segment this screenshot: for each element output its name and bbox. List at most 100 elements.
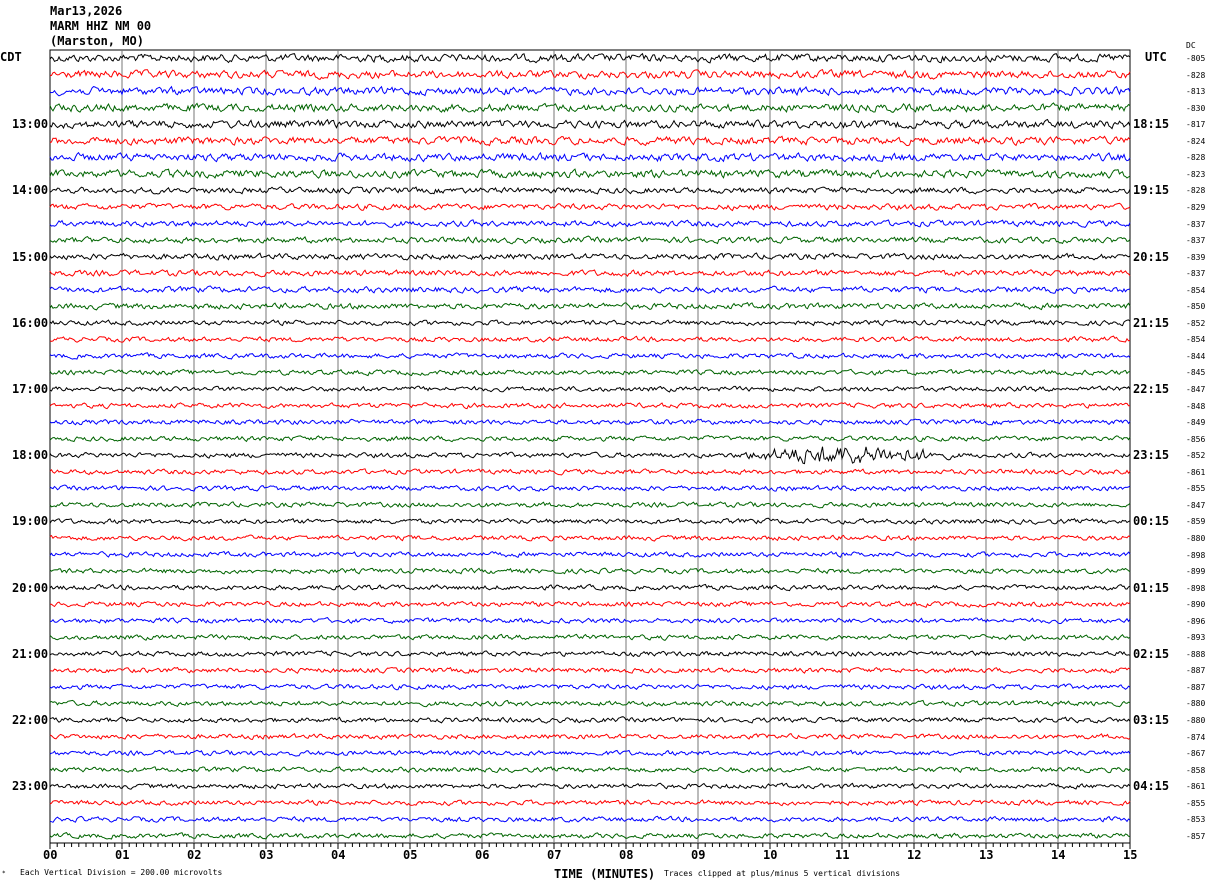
- seismic-trace: [49, 815, 1131, 823]
- seismic-trace: [49, 534, 1131, 542]
- seismic-trace: [49, 102, 1131, 114]
- seismic-trace: [49, 168, 1131, 179]
- dc-offset-label: -805: [1186, 54, 1206, 63]
- seismic-trace: [49, 468, 1131, 476]
- x-tick-label: 13: [979, 848, 994, 862]
- seismic-trace: [49, 285, 1131, 294]
- seismic-trace: [49, 600, 1131, 608]
- x-axis-label: TIME (MINUTES): [554, 867, 656, 881]
- seismic-trace: [49, 151, 1131, 163]
- x-tick-label: 04: [331, 848, 346, 862]
- x-tick-label: 07: [547, 848, 562, 862]
- clip-note: Traces clipped at plus/minus 5 vertical …: [664, 869, 901, 878]
- seismic-trace: [49, 135, 1131, 147]
- seismic-trace: [49, 446, 1131, 465]
- dc-offset-label: -844: [1186, 351, 1206, 361]
- dc-offset-label: -887: [1186, 666, 1206, 676]
- seismic-trace: [49, 85, 1131, 97]
- utc-hour-label: 00:15: [1133, 514, 1170, 529]
- cdt-hour-label: 18:00: [12, 448, 49, 463]
- scale-note: Each Vertical Division = 200.00 microvol…: [20, 868, 223, 877]
- seismic-trace: [49, 832, 1131, 840]
- dc-offset-label: -861: [1186, 782, 1206, 792]
- dc-offset-label: -880: [1186, 716, 1206, 725]
- x-tick-label: 09: [691, 848, 706, 862]
- cdt-hour-label: 17:00: [12, 382, 49, 396]
- seismic-trace: [49, 252, 1131, 261]
- cdt-hour-label: 14:00: [12, 183, 49, 198]
- seismic-trace: [49, 435, 1131, 443]
- utc-hour-label: 21:15: [1133, 315, 1170, 330]
- seismic-trace: [49, 319, 1131, 327]
- x-tick-label: 03: [259, 848, 274, 862]
- dc-offset-label: -893: [1186, 633, 1206, 643]
- x-tick-label: 15: [1123, 848, 1138, 862]
- dc-offset-label: -874: [1186, 732, 1206, 742]
- dc-offset-label: -837: [1186, 219, 1206, 229]
- dc-offset-label: -857: [1186, 831, 1206, 841]
- dc-offset-label: -896: [1186, 616, 1206, 626]
- cdt-hour-label: 22:00: [12, 713, 49, 727]
- seismic-trace: [49, 52, 1131, 64]
- station-id: MARM HHZ NM 00: [50, 19, 152, 33]
- seismic-trace: [49, 699, 1131, 708]
- seismic-trace: [49, 766, 1131, 774]
- utc-hour-label: 18:15: [1133, 117, 1170, 132]
- utc-hour-label: 19:15: [1133, 183, 1170, 198]
- cdt-hour-label: 19:00: [12, 514, 49, 529]
- plot-date: Mar13,2026: [50, 4, 123, 18]
- x-tick-label: 00: [43, 848, 58, 862]
- seismic-trace: [49, 68, 1131, 80]
- dc-offset-label: -829: [1186, 202, 1206, 212]
- cdt-hour-label: 13:00: [12, 117, 49, 132]
- utc-hour-label: 01:15: [1133, 580, 1170, 595]
- seismic-trace: [49, 666, 1131, 674]
- seismic-trace: [49, 683, 1131, 691]
- dc-offset-label: -850: [1186, 302, 1206, 312]
- dc-offset-label: -861: [1186, 467, 1206, 477]
- dc-offset-label: -828: [1186, 186, 1206, 196]
- dc-offset-label: -847: [1186, 500, 1206, 510]
- dc-header: DC: [1186, 41, 1196, 50]
- utc-hour-label: 04:15: [1133, 779, 1170, 794]
- seismic-trace: [49, 583, 1131, 592]
- seismic-trace: [49, 269, 1131, 278]
- cdt-hour-label: 21:00: [12, 646, 49, 661]
- logo-mark: *: [2, 870, 6, 877]
- seismic-trace: [49, 235, 1131, 245]
- dc-offset-label: -813: [1186, 87, 1206, 97]
- dc-offset-label: -859: [1186, 517, 1206, 527]
- dc-offset-label: -855: [1186, 484, 1206, 494]
- dc-offset-label: -817: [1186, 120, 1206, 130]
- dc-offset-label: -853: [1186, 815, 1206, 825]
- seismic-trace: [49, 484, 1131, 492]
- seismic-trace: [49, 732, 1131, 740]
- dc-offset-label: -823: [1186, 169, 1206, 179]
- cdt-hour-label: 16:00: [12, 315, 49, 330]
- dc-offset-label: -839: [1186, 252, 1206, 262]
- cdt-hour-label: 20:00: [12, 580, 49, 595]
- seismic-trace: [49, 186, 1131, 195]
- seismic-trace: [49, 650, 1131, 658]
- dc-offset-label: -828: [1186, 70, 1206, 80]
- dc-offset-label: -828: [1186, 153, 1206, 163]
- seismic-trace: [49, 202, 1131, 212]
- seismic-trace: [49, 385, 1131, 393]
- x-tick-label: 12: [907, 848, 922, 862]
- dc-offset-label: -848: [1186, 401, 1206, 411]
- utc-hour-label: 02:15: [1133, 646, 1170, 661]
- seismic-trace: [49, 335, 1131, 343]
- plot-frame: [49, 49, 1131, 844]
- utc-hour-label: 23:15: [1133, 448, 1170, 463]
- dc-offset-label: -837: [1186, 236, 1206, 246]
- seismic-trace: [49, 782, 1131, 790]
- dc-offset-label: -837: [1186, 269, 1206, 279]
- utc-hour-label: 03:15: [1133, 713, 1170, 727]
- seismic-trace: [49, 517, 1131, 525]
- dc-offset-label: -824: [1186, 136, 1206, 146]
- seismic-trace: [49, 501, 1131, 509]
- dc-offset-label: -867: [1186, 749, 1206, 759]
- dc-offset-label: -830: [1186, 103, 1206, 113]
- seismic-trace: [49, 567, 1131, 575]
